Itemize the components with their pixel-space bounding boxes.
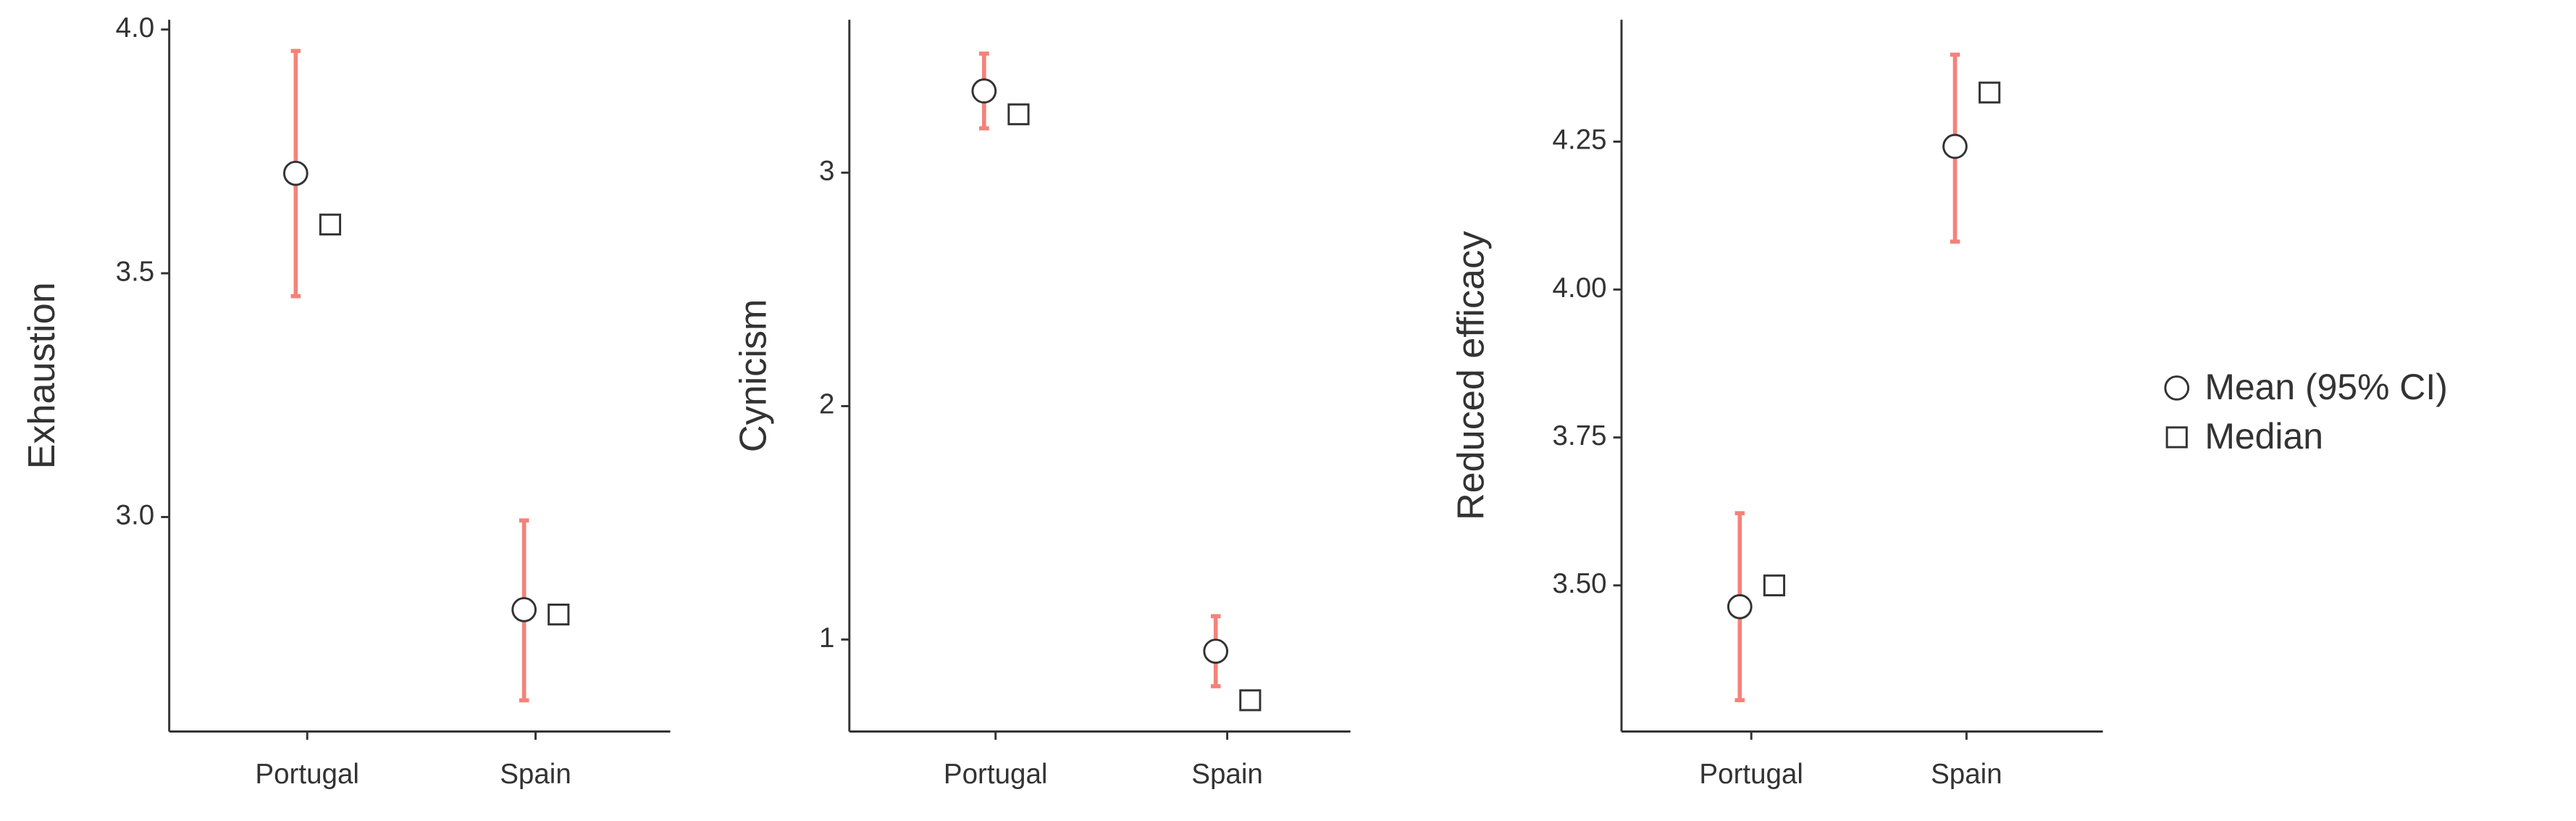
mean-point xyxy=(511,596,537,622)
median-point xyxy=(319,213,342,236)
legend-mean-marker xyxy=(2164,375,2190,401)
legend-median-marker xyxy=(2165,426,2188,449)
mean-point xyxy=(1942,133,1968,159)
x-tick-label: Spain xyxy=(1931,759,2002,790)
median-point xyxy=(1007,103,1030,125)
mean-point xyxy=(1727,593,1753,620)
y-axis-label: Reduced efficacy xyxy=(1451,231,1493,520)
x-tick-label: Spain xyxy=(1191,759,1263,790)
y-tick-label: 1 xyxy=(819,622,834,654)
y-tick-label: 3 xyxy=(819,155,834,186)
y-tick-label: 4.25 xyxy=(1553,125,1607,156)
mean-point xyxy=(971,78,997,104)
y-axis-label: Cynicism xyxy=(732,299,774,453)
x-tick-label: Portugal xyxy=(944,759,1048,790)
median-point xyxy=(1979,81,2001,104)
y-tick-label: 4.00 xyxy=(1553,272,1607,304)
mean-point xyxy=(282,160,309,186)
y-tick-label: 3.50 xyxy=(1553,568,1607,599)
y-axis-label: Exhaustion xyxy=(21,282,63,469)
legend-entry: Median xyxy=(2204,416,2323,457)
median-point xyxy=(1763,574,1786,596)
median-point xyxy=(547,603,570,626)
legend-entry: Mean (95% CI) xyxy=(2204,367,2448,407)
x-tick-label: Spain xyxy=(500,759,571,790)
y-tick-label: 2 xyxy=(819,389,834,420)
mean-point xyxy=(1203,638,1229,664)
y-tick-label: 3.5 xyxy=(116,256,155,287)
y-tick-label: 3.0 xyxy=(116,500,155,531)
y-tick-label: 4.0 xyxy=(116,12,155,43)
x-tick-label: Portugal xyxy=(1699,759,1803,790)
y-tick-label: 3.75 xyxy=(1553,420,1607,451)
x-tick-label: Portugal xyxy=(255,759,359,790)
median-point xyxy=(1239,689,1262,712)
